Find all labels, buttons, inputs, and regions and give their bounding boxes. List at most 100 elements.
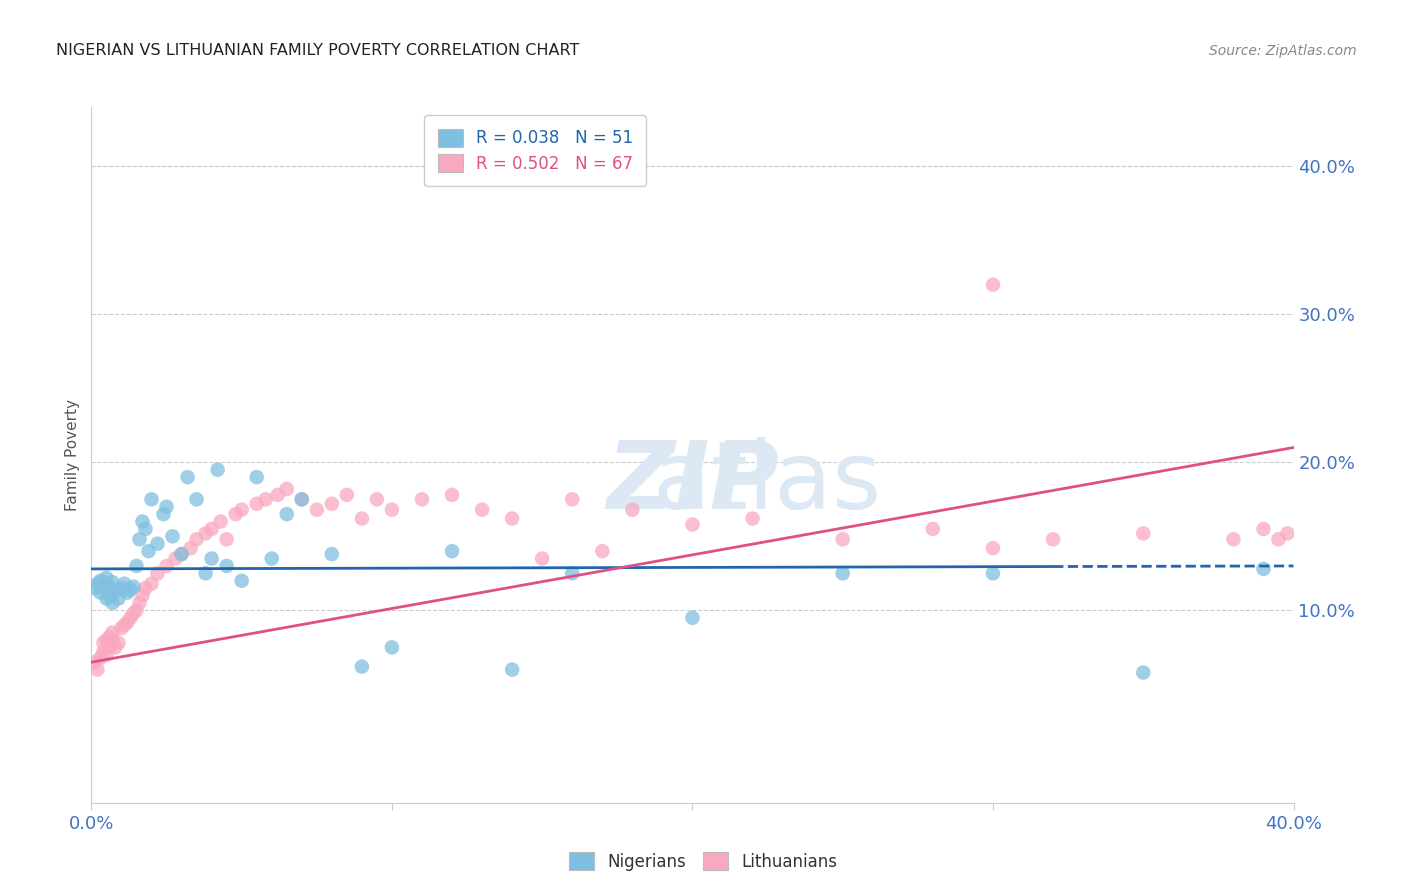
Point <box>1222 533 1244 547</box>
Point <box>101 575 124 590</box>
Point <box>381 502 404 516</box>
Point <box>1132 526 1154 541</box>
Text: atlas: atlas <box>503 437 882 529</box>
Point <box>104 640 127 655</box>
Point <box>170 547 193 561</box>
Point <box>101 632 124 647</box>
Point <box>162 529 184 543</box>
Point <box>681 611 703 625</box>
Point <box>254 492 277 507</box>
Point <box>591 544 613 558</box>
Point <box>209 515 232 529</box>
Point <box>125 603 148 617</box>
Point <box>922 522 945 536</box>
Point <box>114 618 136 632</box>
Point <box>207 463 229 477</box>
Point <box>107 591 129 606</box>
Point <box>101 625 124 640</box>
Point <box>96 632 118 647</box>
Point <box>120 611 142 625</box>
Point <box>1277 526 1299 541</box>
Point <box>128 533 150 547</box>
Point <box>291 492 314 507</box>
Text: NIGERIAN VS LITHUANIAN FAMILY POVERTY CORRELATION CHART: NIGERIAN VS LITHUANIAN FAMILY POVERTY CO… <box>56 43 579 58</box>
Point <box>89 585 111 599</box>
Point <box>831 566 853 581</box>
Y-axis label: Family Poverty: Family Poverty <box>65 399 80 511</box>
Point <box>138 544 160 558</box>
Point <box>381 640 404 655</box>
Point <box>501 663 523 677</box>
Point <box>981 566 1004 581</box>
Point <box>231 574 253 588</box>
Point <box>134 522 156 536</box>
Point <box>89 574 111 588</box>
Point <box>104 584 127 599</box>
Point <box>176 470 198 484</box>
Point <box>122 607 145 621</box>
Point <box>291 492 314 507</box>
Point <box>831 533 853 547</box>
Point <box>86 576 108 591</box>
Point <box>350 511 373 525</box>
Point <box>1132 665 1154 680</box>
Point <box>350 659 373 673</box>
Point <box>201 551 224 566</box>
Point <box>1343 441 1365 455</box>
Point <box>194 566 217 581</box>
Point <box>83 655 105 669</box>
Point <box>155 558 177 573</box>
Point <box>114 576 136 591</box>
Point <box>110 581 132 595</box>
Point <box>531 551 554 566</box>
Point <box>471 502 494 516</box>
Point <box>83 581 105 595</box>
Point <box>134 581 156 595</box>
Point <box>981 541 1004 556</box>
Point <box>201 522 224 536</box>
Point <box>621 502 644 516</box>
Point <box>440 544 463 558</box>
Point <box>411 492 433 507</box>
Point <box>131 589 153 603</box>
Point <box>93 581 115 595</box>
Point <box>321 547 343 561</box>
Point <box>741 511 763 525</box>
Text: ZIP: ZIP <box>606 437 779 529</box>
Point <box>440 488 463 502</box>
Point <box>981 277 1004 292</box>
Point <box>96 648 118 662</box>
Point <box>246 470 269 484</box>
Point <box>117 615 139 630</box>
Point <box>1267 533 1289 547</box>
Point <box>98 630 121 644</box>
Point <box>155 500 177 514</box>
Point <box>117 585 139 599</box>
Point <box>96 591 118 606</box>
Point <box>186 533 208 547</box>
Point <box>146 537 169 551</box>
Point <box>98 580 121 594</box>
Point <box>101 596 124 610</box>
Point <box>366 492 388 507</box>
Point <box>96 571 118 585</box>
Point <box>165 551 187 566</box>
Point <box>215 558 238 573</box>
Point <box>260 551 283 566</box>
Point <box>1253 522 1275 536</box>
Point <box>276 482 298 496</box>
Point <box>215 533 238 547</box>
Point <box>141 576 163 591</box>
Point <box>561 566 583 581</box>
Point <box>98 640 121 655</box>
Point <box>267 488 290 502</box>
Point <box>186 492 208 507</box>
Point <box>231 502 253 516</box>
Text: Source: ZipAtlas.com: Source: ZipAtlas.com <box>1209 44 1357 58</box>
Point <box>122 580 145 594</box>
Point <box>681 517 703 532</box>
Point <box>86 663 108 677</box>
Legend: R = 0.038   N = 51, R = 0.502   N = 67: R = 0.038 N = 51, R = 0.502 N = 67 <box>425 115 647 186</box>
Point <box>125 558 148 573</box>
Point <box>1042 533 1064 547</box>
